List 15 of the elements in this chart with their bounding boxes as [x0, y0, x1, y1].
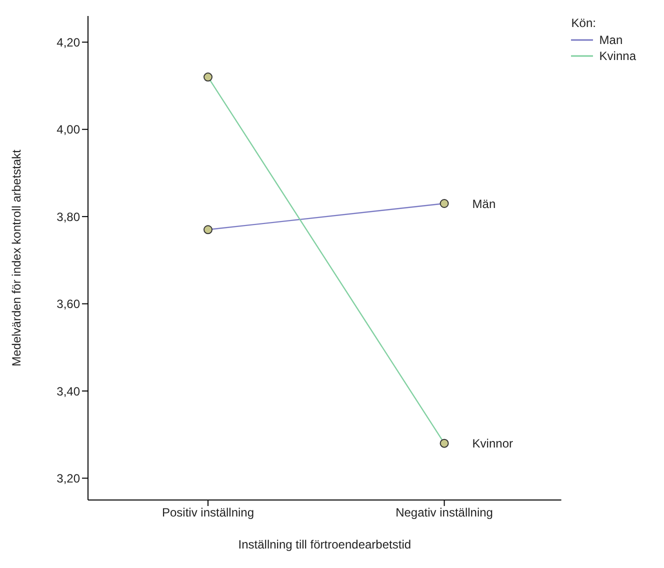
annotation: Män — [472, 196, 496, 211]
x-tick-label: Positiv inställning — [162, 506, 254, 520]
legend-label: Kvinna — [599, 49, 636, 63]
x-tick-label: Negativ inställning — [396, 506, 493, 520]
y-tick-label: 4,00 — [56, 122, 80, 137]
y-tick-label: 3,40 — [56, 384, 80, 398]
y-axis-title: Medelvärden för index kontroll arbetstakt — [9, 148, 24, 366]
annotation: Kvinnor — [472, 436, 513, 451]
y-tick-label: 3,80 — [56, 210, 80, 224]
x-axis-title: Inställning till förtroendearbetstid — [238, 538, 412, 552]
y-tick-label: 3,60 — [56, 297, 80, 312]
y-tick-label: 3,20 — [56, 471, 80, 486]
legend-label: Man — [599, 33, 623, 47]
y-tick-label: 4,20 — [56, 35, 80, 50]
legend-title: Kön: — [571, 16, 597, 30]
